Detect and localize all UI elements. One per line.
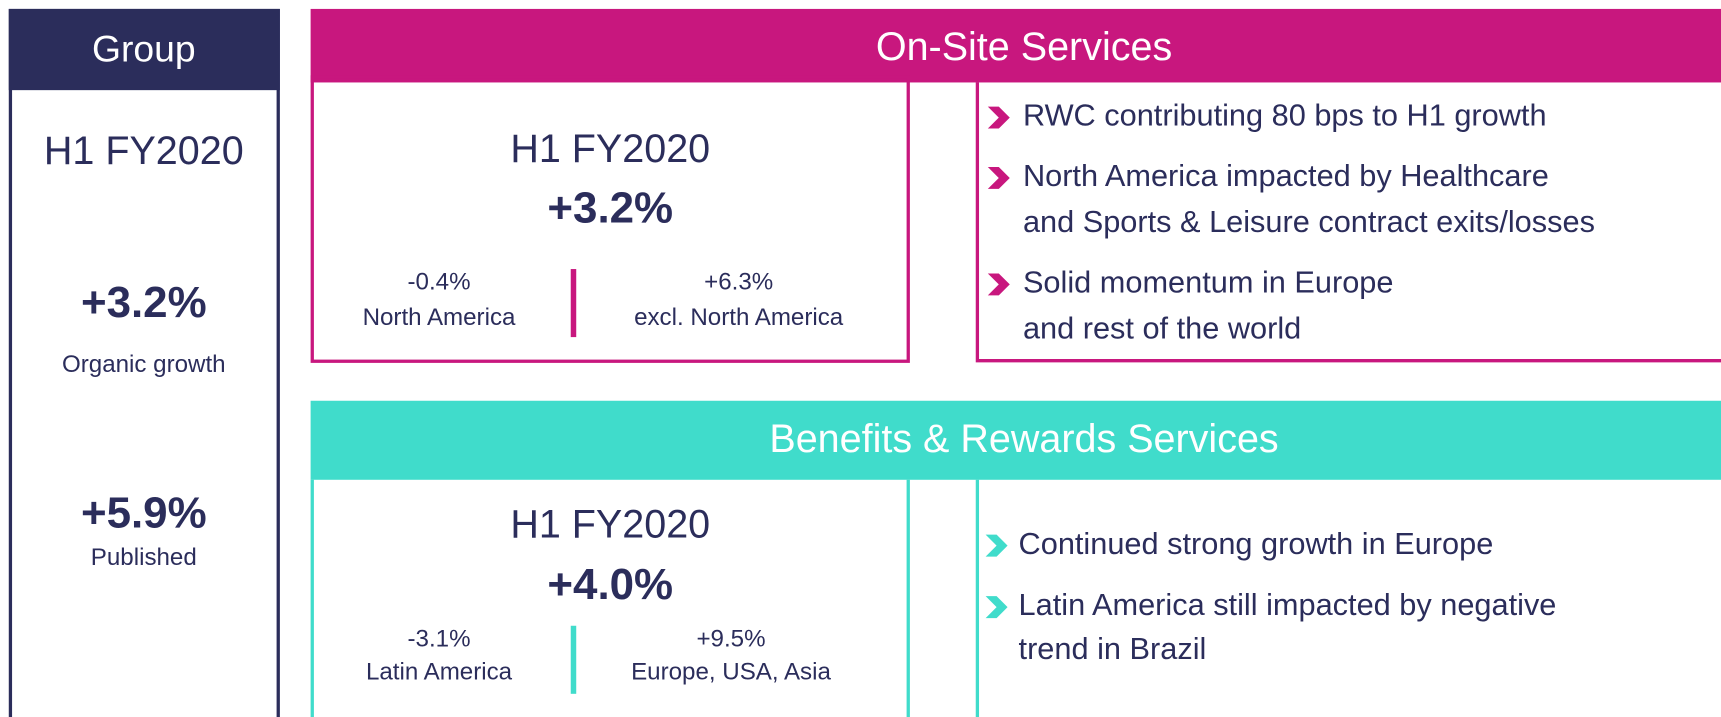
bullet-text: and Sports & Leisure contract exits/loss…: [1023, 204, 1595, 239]
split-label: excl. North America: [634, 304, 844, 331]
benefits-kpi-box: [310, 479, 910, 717]
bullet-text: Solid momentum in Europe: [1023, 265, 1394, 300]
bullet-text: North America impacted by Healthcare: [1023, 158, 1549, 193]
group-metric-value: +5.9%: [81, 489, 207, 538]
split-label: North America: [363, 304, 516, 331]
bullet-text: trend in Brazil: [1019, 631, 1207, 666]
bullet-arrows: [985, 534, 1008, 619]
bullet-text: Latin America still impacted by negative: [1019, 587, 1557, 622]
benefits-title: Benefits & Rewards Services: [769, 417, 1278, 461]
group-metric-label: Organic growth: [62, 351, 226, 378]
on-site-bullet-box: [975, 82, 1721, 363]
split-divider: [570, 625, 577, 694]
bullet-text: RWC contributing 80 bps to H1 growth: [1023, 98, 1547, 133]
benefits-period: H1 FY2020: [510, 502, 710, 546]
benefits-total: +4.0%: [547, 560, 673, 609]
on-site-kpi-box: [310, 75, 910, 363]
split-value: -3.1%: [408, 625, 471, 652]
on-site-period: H1 FY2020: [510, 127, 710, 171]
split-label: Europe, USA, Asia: [631, 658, 831, 685]
bullet-arrows: [987, 106, 1010, 296]
group-metric-label: Published: [91, 544, 197, 571]
split-value: +6.3%: [704, 269, 773, 296]
split-value: +9.5%: [696, 625, 765, 652]
group-period: H1 FY2020: [44, 129, 244, 173]
group-header: [8, 8, 280, 91]
group-panel: [8, 8, 280, 717]
bullet-text: and rest of the world: [1023, 311, 1301, 346]
on-site-title: On-Site Services: [876, 25, 1172, 69]
group-metric-value: +3.2%: [81, 278, 207, 327]
bullet-text: Continued strong growth in Europe: [1019, 526, 1494, 561]
benefits-header: [310, 400, 1721, 480]
split-divider: [570, 269, 577, 338]
on-site-header: [310, 8, 1721, 83]
on-site-total: +3.2%: [547, 183, 673, 232]
group-title: Group: [92, 28, 196, 70]
split-label: Latin America: [366, 658, 513, 685]
split-value: -0.4%: [408, 269, 471, 296]
